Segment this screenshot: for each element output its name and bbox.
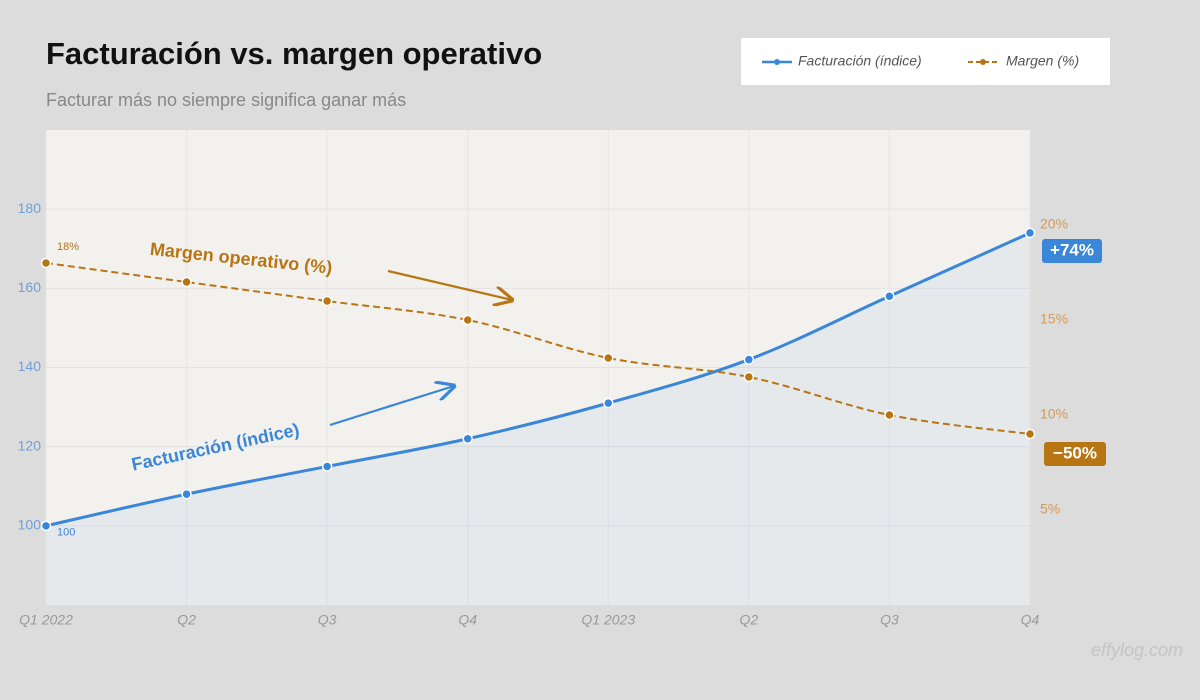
value-label: 18% — [57, 241, 79, 253]
plot: 100 120 140 160 180 5% 10% 15% 20% Q1 2022 Q2 Q3 Q4 Q… — [18, 130, 1068, 628]
legend-swatch — [980, 59, 986, 65]
x-tick-label: Q2 — [177, 612, 196, 628]
chart-subtitle: Facturar más no siempre significa ganar … — [46, 90, 406, 110]
y-tick-label: 180 — [18, 200, 42, 216]
annotation-arrow — [329, 386, 454, 427]
point — [603, 352, 614, 364]
y-tick-label: 160 — [18, 279, 42, 295]
line — [45, 231, 1031, 528]
badge — [1044, 442, 1106, 466]
y-tick-label: 100 — [18, 517, 42, 533]
point — [1024, 227, 1036, 239]
x-tick-label: Q4 — [458, 612, 477, 628]
y2-tick-label: 20% — [1040, 216, 1068, 232]
point — [1024, 428, 1036, 440]
point — [884, 409, 895, 421]
legend-label: Margen (%) — [1006, 53, 1079, 69]
x-tick-label: Q2 — [740, 612, 759, 628]
line — [45, 262, 1031, 435]
badge-label: +74% — [1050, 240, 1094, 259]
point — [603, 397, 614, 409]
point — [321, 461, 333, 472]
badge — [1042, 239, 1102, 263]
x-tick-label: Q1 2022 — [19, 612, 73, 628]
y2-tick-label: 5% — [1040, 501, 1060, 517]
point — [321, 295, 333, 307]
value-label: 100 — [57, 527, 75, 539]
area — [46, 232, 1030, 605]
point — [181, 276, 192, 288]
point — [40, 257, 52, 269]
x-tick-label: Q4 — [1021, 612, 1040, 628]
watermark: effylog.com — [1091, 640, 1183, 660]
x-tick-label: Q3 — [880, 612, 899, 628]
x-tick-label: Q1 2023 — [581, 612, 635, 628]
chart-title: Facturación vs. margen operativo — [46, 36, 542, 71]
point — [743, 354, 755, 365]
y2-tick-label: 10% — [1040, 406, 1068, 422]
y2-tick-label: 15% — [1040, 311, 1068, 327]
point — [462, 433, 473, 444]
legend-swatch — [774, 59, 780, 65]
annotation-arrow — [387, 269, 512, 300]
x-tick-label: Q3 — [318, 612, 337, 628]
badge-label: −50% — [1053, 443, 1097, 462]
point — [181, 488, 192, 500]
point — [40, 520, 52, 532]
y-tick-label: 140 — [18, 358, 42, 374]
point — [743, 371, 755, 383]
y-tick-label: 120 — [18, 437, 42, 453]
legend-label: Facturación (índice) — [798, 53, 922, 69]
point — [462, 314, 473, 326]
legend — [741, 38, 1110, 85]
point — [884, 291, 895, 302]
